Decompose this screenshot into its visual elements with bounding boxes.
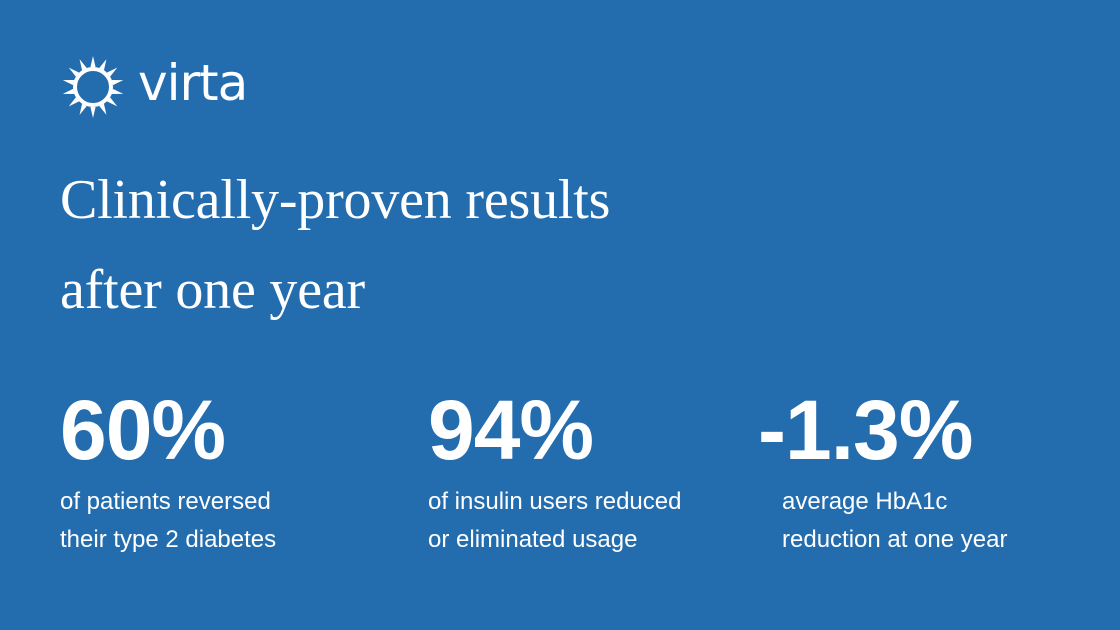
stat-caption-line-2: their type 2 diabetes <box>60 526 277 553</box>
stat-caption-line-1: average HbA1c <box>782 488 948 515</box>
stat-caption-line-1: of patients reversed <box>60 488 271 515</box>
sun-ray <box>79 59 87 71</box>
headline: Clinically-proven results after one year <box>60 155 1060 335</box>
sun-ray <box>62 88 75 94</box>
sun-icon <box>62 56 124 118</box>
stat-insulin-users: 94% of insulin users reduced or eliminat… <box>428 388 681 559</box>
sun-ray <box>62 80 75 86</box>
stat-caption: of patients reversed their type 2 diabet… <box>60 483 276 559</box>
stat-caption: average HbA1c reduction at one year <box>782 483 1007 559</box>
sun-ray <box>68 67 80 77</box>
sun-ray <box>68 97 80 107</box>
sun-ray <box>111 88 124 94</box>
sun-ray <box>99 59 107 71</box>
headline-line-2: after one year <box>60 259 365 321</box>
sun-ray <box>111 80 124 86</box>
stat-caption: of insulin users reduced or eliminated u… <box>428 483 681 559</box>
sun-ray <box>90 56 96 68</box>
stat-caption-line-2: or eliminated usage <box>428 526 638 553</box>
stat-caption-line-2: reduction at one year <box>782 526 1008 553</box>
headline-line-1: Clinically-proven results <box>60 169 611 231</box>
sun-ray <box>99 103 107 115</box>
stat-hba1c-reduction: -1.3% average HbA1c reduction at one yea… <box>758 388 1007 559</box>
sun-ray <box>106 67 118 77</box>
sun-ray <box>106 97 118 107</box>
sun-ray <box>79 103 87 115</box>
stat-value: 94% <box>428 383 594 477</box>
stat-value: 60% <box>60 383 226 477</box>
brand-name: virta <box>138 54 248 112</box>
stat-caption-line-1: of insulin users reduced <box>428 488 682 515</box>
brand-logo: virta <box>60 52 248 122</box>
sun-ray <box>90 106 96 118</box>
stat-patients-reversed: 60% of patients reversed their type 2 di… <box>60 388 276 559</box>
stat-value: -1.3% <box>758 383 973 477</box>
